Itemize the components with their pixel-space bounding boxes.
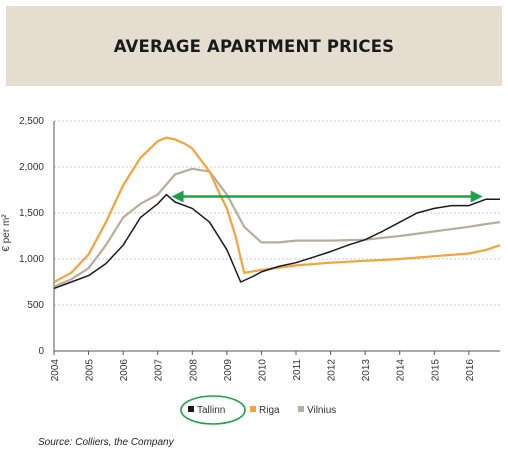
legend-swatch-vilnius (298, 406, 304, 412)
y-tick-label: 0 (38, 346, 44, 357)
legend-label-riga: Riga (259, 405, 280, 416)
annotation-arrow-head-right (470, 190, 483, 203)
title-banner: AVERAGE APARTMENT PRICES (6, 6, 502, 86)
x-tick-label: 2014 (396, 359, 407, 382)
x-tick-label: 2007 (154, 359, 165, 382)
series-line-tallinn (53, 193, 500, 290)
series-line-riga (53, 136, 501, 283)
legend-swatch-tallinn (188, 406, 194, 412)
x-tick-label: 2015 (430, 359, 441, 382)
legend-label-tallinn: Tallinn (197, 405, 225, 416)
x-tick-label: 2011 (292, 359, 303, 381)
legend-label-vilnius: Vilnius (307, 405, 336, 416)
y-tick-label: 1,000 (19, 254, 44, 265)
x-tick-label: 2010 (257, 359, 268, 382)
y-tick-label: 2,000 (19, 162, 44, 173)
y-tick-label: 2,500 (19, 116, 44, 127)
y-tick-label: 1,500 (19, 208, 44, 219)
x-tick-label: 2008 (188, 359, 199, 382)
x-tick-label: 2012 (327, 359, 338, 382)
y-tick-label: 500 (27, 300, 44, 311)
y-axis-label: € per m² (1, 214, 12, 252)
x-tick-label: 2004 (50, 359, 61, 382)
series-line-vilnius (53, 167, 501, 288)
x-tick-label: 2005 (85, 359, 96, 382)
x-tick-label: 2009 (223, 359, 234, 382)
chart-title: AVERAGE APARTMENT PRICES (113, 36, 395, 56)
x-tick-label: 2016 (465, 359, 476, 382)
legend-swatch-riga (250, 406, 256, 412)
x-tick-label: 2006 (119, 359, 130, 382)
annotation-arrow-head-left (171, 190, 184, 203)
x-tick-label: 2013 (361, 359, 372, 382)
source-note: Source: Colliers, the Company (38, 437, 174, 448)
legend-highlight-ellipse (180, 395, 246, 425)
